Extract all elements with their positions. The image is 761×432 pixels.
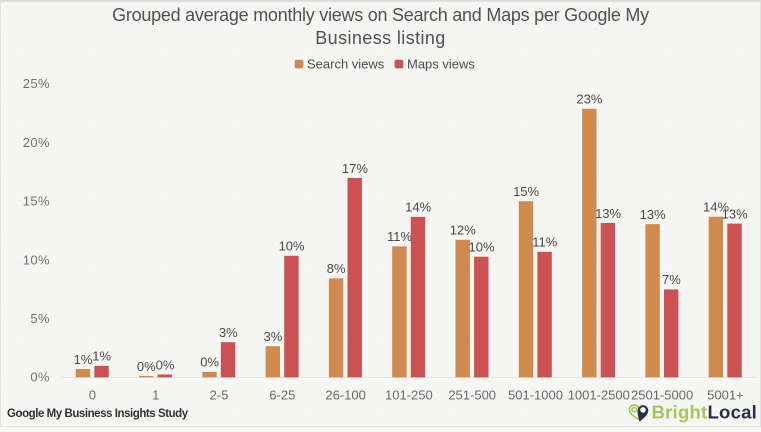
- svg-text:25%: 25%: [23, 76, 50, 91]
- svg-text:11%: 11%: [532, 235, 557, 250]
- svg-text:2-5: 2-5: [210, 388, 229, 403]
- svg-text:15%: 15%: [23, 194, 50, 209]
- svg-text:8%: 8%: [327, 261, 346, 276]
- svg-text:10%: 10%: [468, 240, 494, 255]
- svg-text:5%: 5%: [30, 311, 50, 326]
- svg-text:Search views: Search views: [307, 56, 385, 71]
- svg-text:17%: 17%: [342, 161, 368, 176]
- svg-text:23%: 23%: [576, 92, 602, 107]
- svg-text:Google My Business Insights St: Google My Business Insights Study: [7, 408, 189, 420]
- svg-text:5001+: 5001+: [707, 388, 744, 403]
- svg-text:12%: 12%: [450, 223, 476, 238]
- svg-text:1%: 1%: [92, 349, 111, 364]
- svg-text:0: 0: [89, 388, 96, 403]
- svg-text:3%: 3%: [264, 329, 283, 344]
- svg-text:13%: 13%: [595, 206, 621, 221]
- svg-text:7%: 7%: [662, 272, 681, 287]
- svg-text:1: 1: [152, 388, 159, 403]
- svg-text:101-250: 101-250: [385, 388, 433, 403]
- svg-text:0%: 0%: [137, 359, 156, 374]
- svg-text:1001-2500: 1001-2500: [568, 388, 630, 403]
- svg-text:14%: 14%: [703, 200, 729, 215]
- svg-text:0%: 0%: [30, 370, 50, 385]
- svg-text:0%: 0%: [156, 357, 175, 372]
- svg-text:0%: 0%: [200, 355, 219, 370]
- svg-text:13%: 13%: [640, 207, 666, 222]
- svg-text:501-1000: 501-1000: [508, 388, 563, 403]
- svg-text:Grouped average monthly views: Grouped average monthly views on Search …: [112, 5, 649, 25]
- svg-text:11%: 11%: [387, 229, 412, 244]
- svg-text:BrightLocal: BrightLocal: [652, 402, 758, 423]
- svg-text:Maps views: Maps views: [407, 56, 475, 71]
- svg-text:1%: 1%: [74, 352, 93, 367]
- svg-text:Business listing: Business listing: [315, 28, 445, 48]
- svg-text:251-500: 251-500: [448, 388, 496, 403]
- svg-text:20%: 20%: [23, 135, 50, 150]
- svg-text:3%: 3%: [219, 325, 238, 340]
- svg-text:26-100: 26-100: [325, 388, 365, 403]
- svg-text:10%: 10%: [23, 252, 50, 267]
- svg-text:14%: 14%: [405, 200, 431, 215]
- svg-text:13%: 13%: [722, 206, 748, 221]
- svg-text:2501-5000: 2501-5000: [631, 388, 693, 403]
- svg-text:15%: 15%: [513, 184, 539, 199]
- svg-text:10%: 10%: [279, 239, 305, 254]
- svg-text:6-25: 6-25: [269, 388, 295, 403]
